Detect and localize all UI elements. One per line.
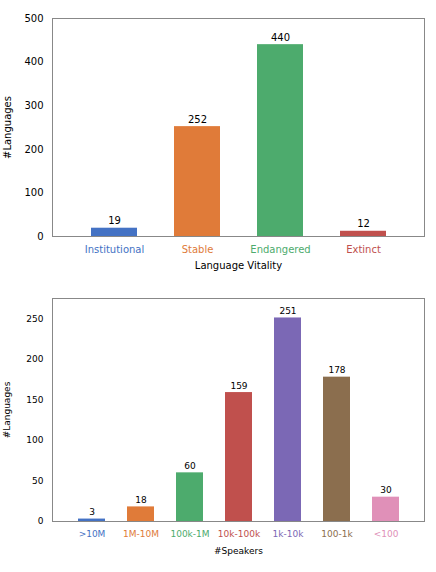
svg-text:178: 178	[328, 365, 345, 375]
svg-text:60: 60	[184, 461, 196, 471]
svg-text:12: 12	[357, 218, 370, 229]
svg-text:0: 0	[37, 231, 43, 242]
svg-text:400: 400	[24, 56, 43, 67]
svg-text:Extinct: Extinct	[346, 244, 381, 255]
svg-text:30: 30	[380, 485, 392, 495]
svg-text:<100: <100	[374, 529, 399, 539]
svg-text:100k-1M: 100k-1M	[170, 529, 209, 539]
svg-text:3: 3	[89, 507, 95, 517]
svg-text:150: 150	[26, 395, 43, 405]
svg-text:#Languages: #Languages	[2, 96, 13, 159]
svg-text:Institutional: Institutional	[85, 244, 145, 255]
svg-text:18: 18	[135, 495, 147, 505]
svg-text:1k-10k: 1k-10k	[273, 529, 305, 539]
svg-text:300: 300	[24, 100, 43, 111]
svg-text:200: 200	[24, 144, 43, 155]
svg-text:Language Vitality: Language Vitality	[195, 260, 282, 271]
svg-text:250: 250	[26, 314, 43, 324]
svg-text:100: 100	[26, 435, 43, 445]
svg-text:1M-10M: 1M-10M	[123, 529, 159, 539]
svg-text:500: 500	[24, 13, 43, 24]
svg-text:#Languages: #Languages	[2, 381, 12, 438]
svg-text:>10M: >10M	[79, 529, 106, 539]
svg-text:10k-100k: 10k-100k	[218, 529, 261, 539]
svg-text:Endangered: Endangered	[250, 244, 310, 255]
svg-text:19: 19	[108, 215, 121, 226]
svg-text:100-1k: 100-1k	[321, 529, 353, 539]
svg-text:251: 251	[279, 306, 296, 316]
svg-text:Stable: Stable	[182, 244, 214, 255]
svg-text:0: 0	[38, 516, 44, 526]
svg-text:50: 50	[32, 476, 44, 486]
svg-text:100: 100	[24, 187, 43, 198]
svg-text:440: 440	[271, 32, 290, 43]
svg-text:200: 200	[26, 354, 43, 364]
svg-text:#Speakers: #Speakers	[214, 546, 263, 556]
svg-text:159: 159	[230, 381, 247, 391]
svg-text:252: 252	[188, 114, 207, 125]
